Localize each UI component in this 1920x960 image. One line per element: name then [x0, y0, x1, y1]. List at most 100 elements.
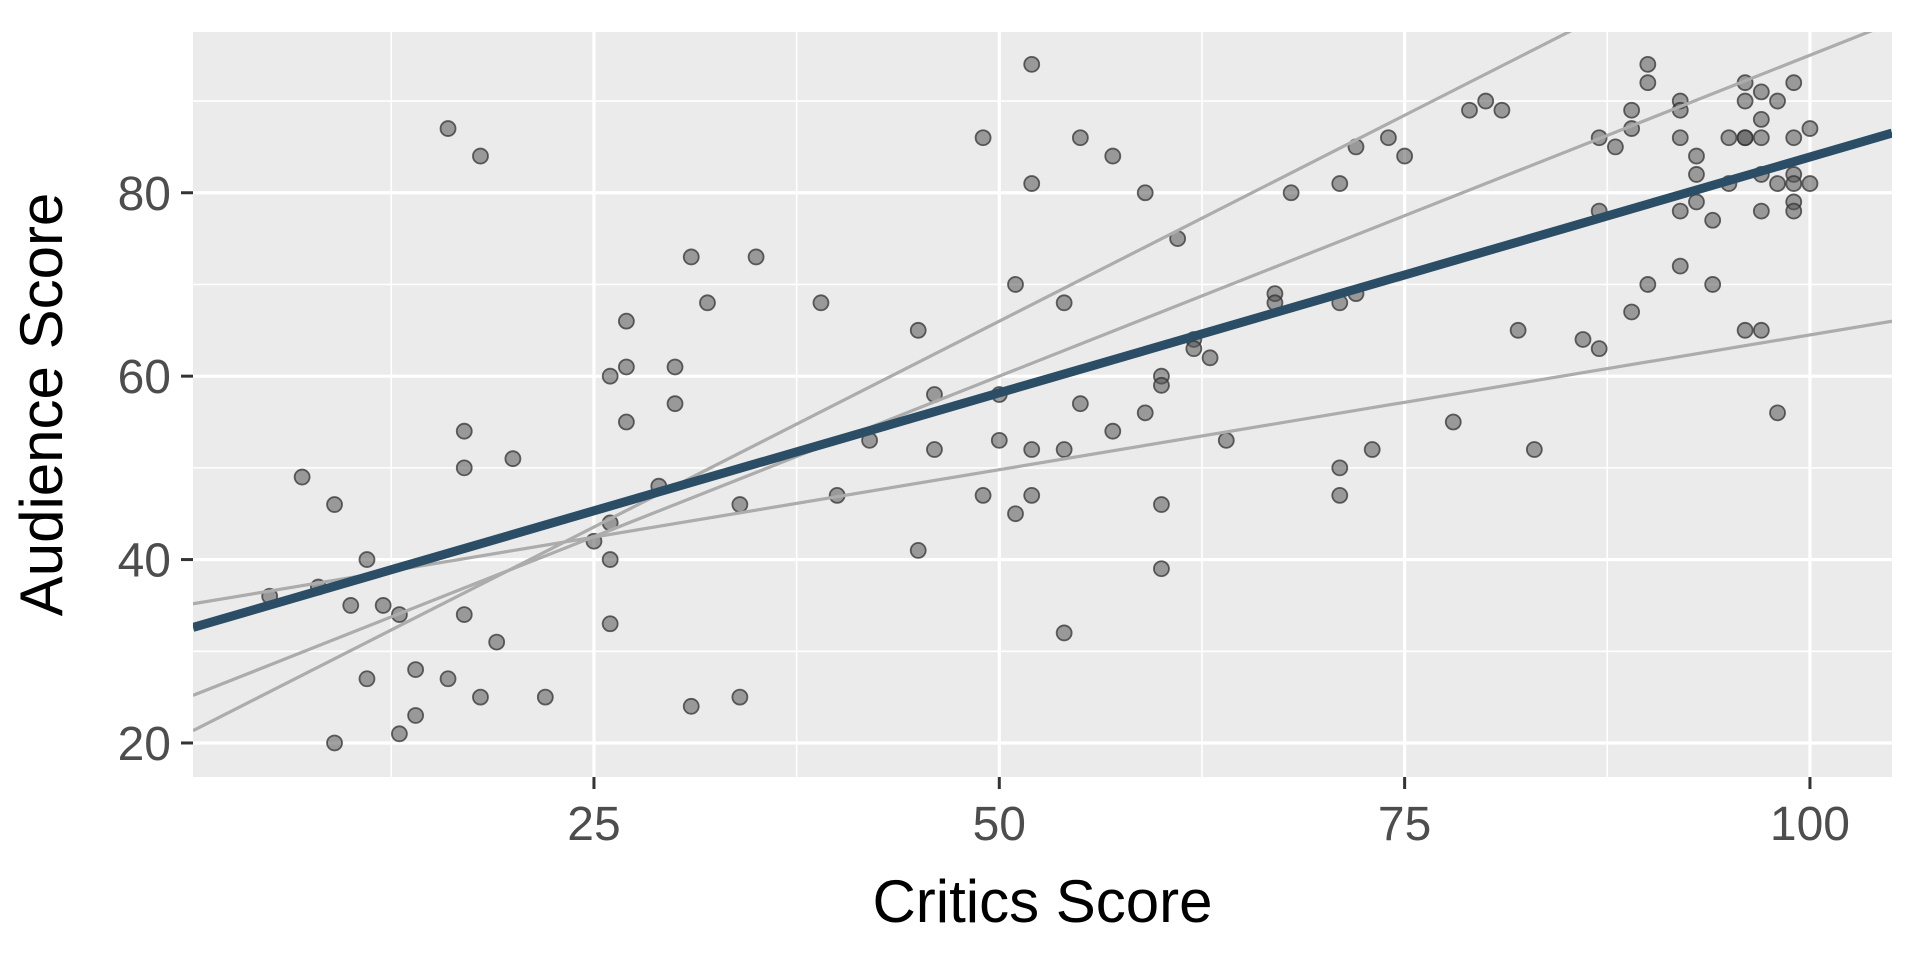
- data-point: [1785, 74, 1803, 92]
- data-point: [1201, 349, 1219, 367]
- data-point: [1331, 175, 1349, 192]
- sample-line-2: [193, 32, 1873, 697]
- data-point: [926, 441, 943, 458]
- data-point: [455, 606, 473, 623]
- data-point: [1185, 340, 1203, 358]
- y-tick-label: 80: [118, 168, 171, 221]
- data-point: [909, 321, 927, 339]
- data-point: [326, 496, 343, 513]
- data-point: [1071, 395, 1089, 413]
- data-point: [1769, 92, 1786, 110]
- y-tick-label: 20: [118, 718, 171, 771]
- data-point: [1736, 129, 1754, 147]
- data-point: [1769, 175, 1786, 192]
- data-point: [1525, 441, 1543, 458]
- data-point: [1444, 413, 1462, 431]
- x-tick-label: 75: [1378, 798, 1431, 851]
- data-point: [1282, 184, 1300, 202]
- data-point: [1023, 486, 1041, 504]
- data-point: [601, 615, 619, 633]
- data-point: [536, 688, 554, 706]
- data-point: [1380, 129, 1397, 147]
- data-point: [1639, 55, 1657, 73]
- x-axis-title: Critics Score: [872, 868, 1212, 935]
- data-point: [1801, 175, 1819, 192]
- data-point: [682, 697, 700, 715]
- data-point: [1752, 129, 1770, 147]
- data-point: [699, 294, 716, 312]
- data-point: [1736, 92, 1754, 110]
- data-point: [1574, 331, 1592, 348]
- data-point: [666, 358, 684, 376]
- data-point: [1104, 422, 1122, 440]
- data-point: [617, 358, 635, 376]
- plot-panel: [193, 32, 1892, 777]
- y-tick-label: 40: [118, 535, 171, 588]
- x-tick-label: 100: [1770, 798, 1850, 851]
- data-point: [974, 129, 992, 147]
- data-point: [1363, 441, 1381, 458]
- data-point: [1704, 211, 1722, 229]
- data-point: [617, 413, 635, 431]
- x-tick-label: 25: [567, 798, 620, 851]
- data-point: [1217, 431, 1235, 449]
- data-point: [1023, 55, 1041, 73]
- data-point: [974, 486, 992, 504]
- data-point: [1639, 74, 1657, 92]
- data-point: [1509, 321, 1527, 339]
- data-point: [1606, 138, 1624, 156]
- data-point: [1331, 459, 1349, 477]
- data-point: [747, 248, 765, 266]
- data-point: [812, 294, 830, 312]
- data-point: [374, 597, 392, 614]
- data-point: [407, 661, 425, 679]
- data-point: [1623, 303, 1641, 321]
- data-point: [1136, 184, 1154, 202]
- data-point: [1639, 276, 1657, 293]
- data-point: [1493, 101, 1511, 119]
- data-point: [990, 431, 1008, 449]
- data-point: [439, 670, 457, 688]
- data-point: [1623, 101, 1641, 119]
- data-point: [1153, 560, 1170, 578]
- data-point: [1153, 376, 1170, 394]
- data-point: [1136, 404, 1154, 422]
- axis-tick-labels: 25 50 75 100 20 40 60 80: [118, 168, 1850, 851]
- y-tick-label: 60: [118, 351, 171, 404]
- data-point: [1752, 321, 1770, 339]
- data-point: [1055, 624, 1073, 642]
- data-point: [617, 312, 635, 330]
- data-point: [1752, 110, 1770, 128]
- data-point: [1055, 294, 1073, 312]
- data-point: [1688, 193, 1705, 211]
- sample-line-1: [193, 319, 1892, 606]
- data-point: [455, 422, 473, 440]
- data-point: [1688, 166, 1705, 183]
- minor-gridlines: [193, 32, 1892, 777]
- data-point: [601, 367, 619, 385]
- data-point: [1688, 147, 1705, 165]
- data-point: [358, 551, 376, 568]
- data-point: [731, 496, 749, 513]
- data-point: [1671, 202, 1689, 220]
- data-point: [1055, 441, 1073, 458]
- x-tick-label: 50: [973, 798, 1026, 851]
- data-point: [504, 450, 522, 468]
- y-axis-title: Audience Score: [8, 193, 75, 617]
- data-point: [1007, 505, 1024, 523]
- data-point: [439, 120, 457, 137]
- data-point: [731, 688, 749, 706]
- data-point: [390, 725, 408, 743]
- axis-tick-marks: [181, 191, 1812, 789]
- data-point: [1785, 175, 1803, 192]
- data-point: [1671, 129, 1689, 147]
- data-point: [1007, 276, 1024, 293]
- data-point: [1752, 83, 1770, 101]
- data-point: [407, 707, 425, 724]
- data-point: [1704, 276, 1722, 293]
- data-point: [1671, 257, 1689, 275]
- data-point: [326, 734, 343, 752]
- data-point: [1720, 129, 1738, 147]
